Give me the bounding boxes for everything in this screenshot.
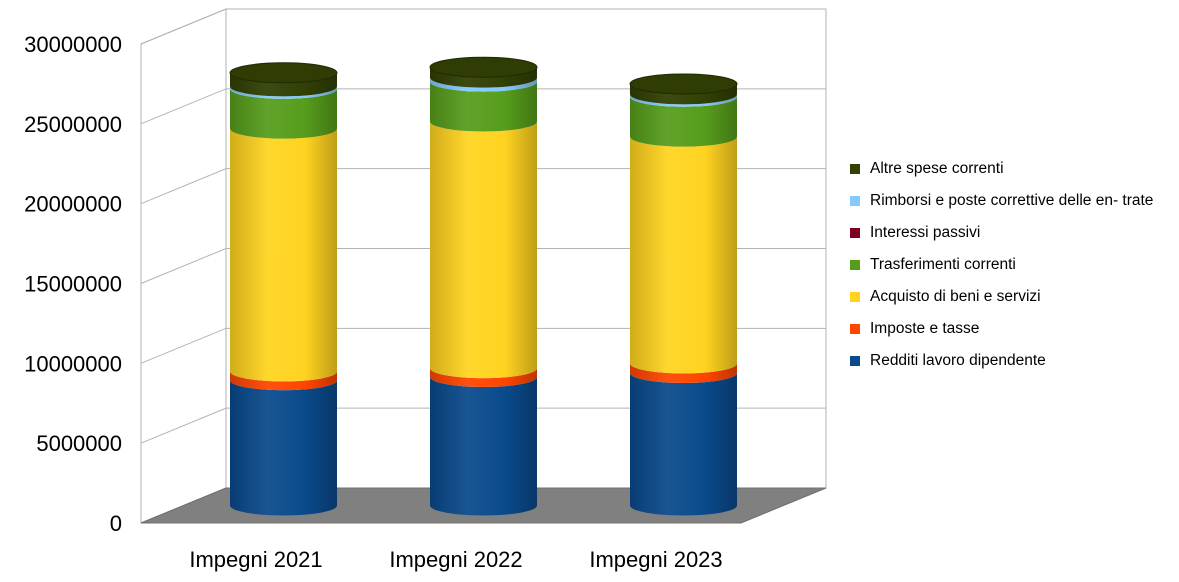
bar-segment <box>630 96 737 147</box>
legend-item: Trasferimenti correnti <box>850 256 1170 273</box>
bar-top-cap <box>429 56 538 78</box>
legend-label: Interessi passivi <box>870 224 981 241</box>
gridline <box>140 327 826 364</box>
gridline <box>140 168 826 205</box>
gridline <box>140 8 826 45</box>
legend-item: Acquisto di beni e servizi <box>850 288 1170 305</box>
legend-item: Imposte e tasse <box>850 320 1170 337</box>
legend-item: Rimborsi e poste correttive delle en- tr… <box>850 192 1170 209</box>
bar-segment <box>230 371 337 391</box>
y-tick-label: 25000000 <box>24 112 122 137</box>
legend-label: Redditi lavoro dipendente <box>870 352 1046 369</box>
bar-segment <box>230 380 337 516</box>
gridline <box>140 88 826 125</box>
legend-swatch <box>850 228 860 238</box>
bar-segment <box>430 121 537 379</box>
bar-segment <box>430 77 537 92</box>
legend-swatch <box>850 196 860 206</box>
legend-label: Altre spese correnti <box>870 160 1004 177</box>
gridline <box>140 248 826 284</box>
y-tick-label: 10000000 <box>24 351 122 376</box>
legend-item: Interessi passivi <box>850 224 1170 241</box>
y-tick-label: 5000000 <box>36 431 122 456</box>
bar-segment <box>230 72 337 97</box>
legend: Altre spese correnti Rimborsi e poste cor… <box>850 160 1170 384</box>
bar-top-cap <box>629 73 738 95</box>
y-tick-label: 20000000 <box>24 192 122 217</box>
legend-swatch <box>850 324 860 334</box>
x-tick-label: Impegni 2022 <box>389 547 522 572</box>
y-tick-label: 15000000 <box>24 272 122 297</box>
legend-item: Altre spese correnti <box>850 160 1170 177</box>
bar-segment <box>230 128 337 382</box>
bar-stack <box>229 62 338 516</box>
bar-segment <box>430 368 537 387</box>
bar-segment <box>630 363 737 383</box>
legend-label: Trasferimenti correnti <box>870 256 1016 273</box>
legend-swatch <box>850 164 860 174</box>
legend-label: Imposte e tasse <box>870 320 980 337</box>
bar-segment <box>430 81 537 132</box>
x-axis-ticks: Impegni 2021 Impegni 2022 Impegni 2023 <box>189 547 722 572</box>
x-tick-label: Impegni 2023 <box>589 547 722 572</box>
bar-segment <box>630 372 737 516</box>
x-tick-label: Impegni 2021 <box>189 547 322 572</box>
legend-swatch <box>850 292 860 302</box>
legend-swatch <box>850 356 860 366</box>
bar-segment <box>630 94 737 107</box>
bars <box>229 56 738 516</box>
bar-stack <box>429 56 538 516</box>
bar-stack <box>629 73 738 516</box>
legend-label: Rimborsi e poste correttive delle en- tr… <box>870 192 1154 209</box>
bar-segment <box>230 88 337 139</box>
legend-swatch <box>850 260 860 270</box>
bar-segment <box>230 86 337 99</box>
bar-top-cap <box>229 62 338 84</box>
legend-item: Redditi lavoro dipendente <box>850 352 1170 369</box>
y-tick-label: 0 <box>110 511 122 536</box>
y-tick-label: 30000000 <box>24 32 122 57</box>
gridline <box>140 407 826 444</box>
bar-segment <box>630 136 737 374</box>
y-axis-ticks: 0 5000000 10000000 15000000 20000000 25000000… <box>24 32 122 536</box>
legend-label: Acquisto di beni e servizi <box>870 288 1041 305</box>
bar-segment <box>430 376 537 516</box>
